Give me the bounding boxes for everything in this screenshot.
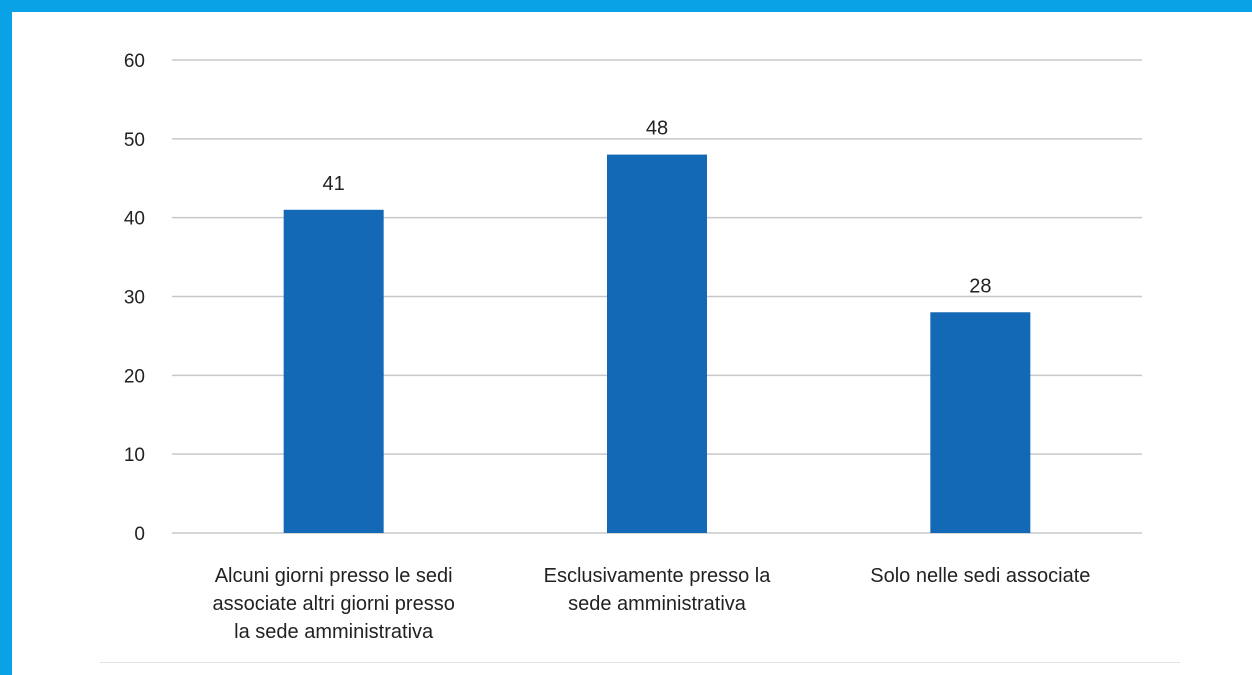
data-labels: 41 48 28 xyxy=(323,118,992,298)
category-label-line: sede amministrativa xyxy=(568,593,747,615)
bar xyxy=(283,209,384,534)
category-label-line: associate altri giorni presso xyxy=(212,593,454,615)
y-tick-label: 60 xyxy=(124,51,145,72)
category-label: Esclusivamente presso la sede amministrat… xyxy=(544,565,772,615)
y-axis-tick-labels: 0 10 20 30 40 50 60 xyxy=(124,51,145,545)
y-tick-label: 0 xyxy=(134,524,145,545)
bar xyxy=(930,312,1031,533)
category-label-line: la sede amministrativa xyxy=(234,621,434,643)
frame-left-border xyxy=(0,0,12,675)
bar xyxy=(607,154,707,533)
y-tick-label: 30 xyxy=(124,288,145,309)
y-tick-label: 20 xyxy=(124,366,145,387)
category-label: Solo nelle sedi associate xyxy=(870,565,1090,587)
data-label: 41 xyxy=(323,173,345,195)
bars xyxy=(283,154,1031,534)
y-tick-label: 10 xyxy=(124,445,145,466)
y-tick-label: 40 xyxy=(124,209,145,230)
y-tick-label: 50 xyxy=(124,130,145,151)
category-label-line: Alcuni giorni presso le sedi xyxy=(215,565,453,587)
bottom-rule xyxy=(100,662,1180,663)
category-label-line: Solo nelle sedi associate xyxy=(870,565,1090,587)
frame-top-border xyxy=(0,0,1252,12)
data-label: 28 xyxy=(969,275,991,297)
x-axis-category-labels: Alcuni giorni presso le sedi associate al… xyxy=(212,565,1090,643)
category-label: Alcuni giorni presso le sedi associate al… xyxy=(212,565,454,643)
category-label-line: Esclusivamente presso la xyxy=(544,565,772,587)
data-label: 48 xyxy=(646,118,668,140)
